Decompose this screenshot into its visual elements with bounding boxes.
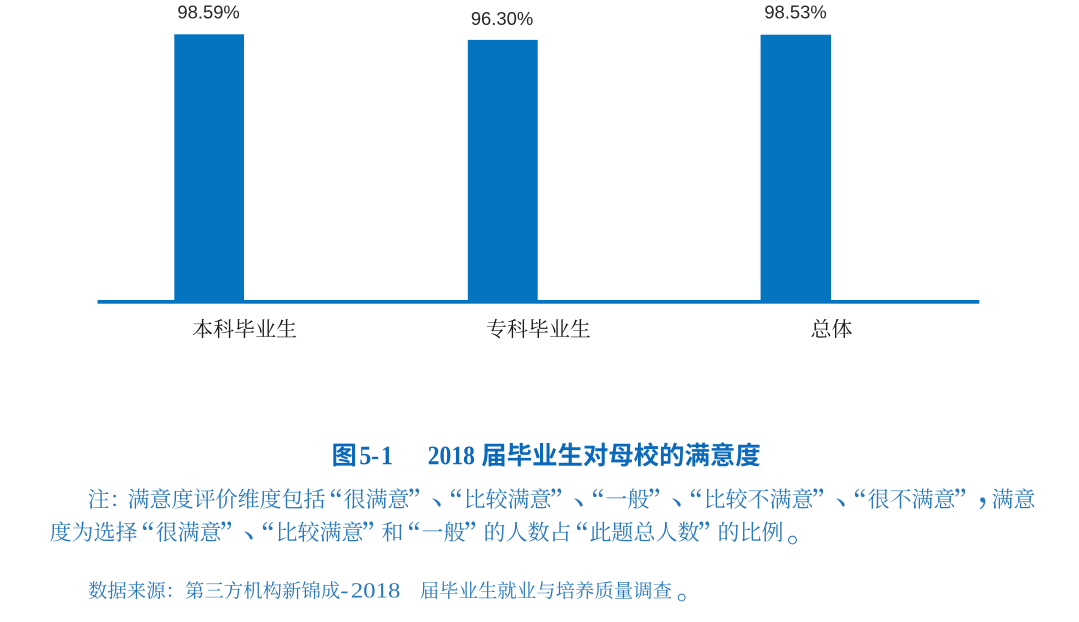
svg-text:98.53%: 98.53% xyxy=(764,1,826,22)
svg-text:96.30%: 96.30% xyxy=(471,8,533,29)
svg-text:98.59%: 98.59% xyxy=(177,2,239,23)
